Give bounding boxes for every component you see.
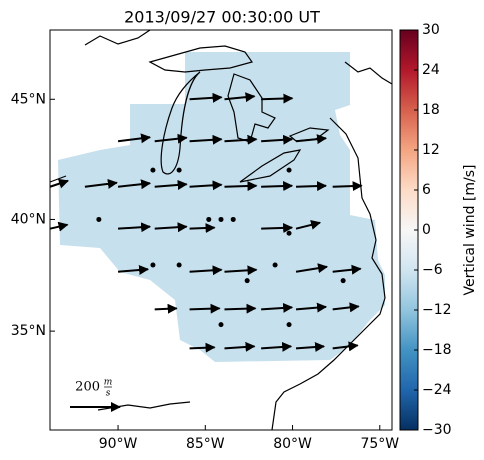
field-layer bbox=[58, 52, 385, 362]
x-tick-label: 75°W bbox=[360, 436, 399, 452]
wind-vector bbox=[189, 265, 223, 276]
wind-vector bbox=[261, 341, 293, 352]
wind-vector bbox=[332, 264, 362, 275]
lake-erie bbox=[239, 149, 302, 183]
wind-vector bbox=[189, 180, 223, 191]
coastline bbox=[344, 61, 393, 85]
x-tick-label: 80°W bbox=[273, 436, 312, 452]
colorbar-tick-label: 30 bbox=[422, 22, 440, 38]
wind-vector bbox=[189, 134, 223, 145]
calm-point bbox=[340, 278, 346, 284]
calm-point bbox=[244, 278, 250, 284]
key-unit-num: m bbox=[104, 378, 113, 388]
calm-point bbox=[286, 167, 292, 173]
coastline bbox=[84, 29, 151, 46]
wind-vector bbox=[295, 263, 329, 274]
y-tick-label: 45°N bbox=[11, 91, 46, 107]
wind-vector bbox=[117, 265, 150, 275]
wind-vector bbox=[295, 341, 326, 352]
wind-vector bbox=[224, 134, 258, 145]
colorbar-tick-label: 24 bbox=[422, 62, 440, 78]
wind-vector bbox=[154, 303, 178, 314]
field-region bbox=[58, 52, 385, 362]
calm-point bbox=[176, 167, 182, 173]
colorbar-tick-label: −6 bbox=[422, 262, 443, 278]
colorbar-tick-label: −12 bbox=[422, 302, 452, 318]
colorbar-label: Vertical wind [m/s] bbox=[462, 165, 478, 296]
calm-point bbox=[286, 322, 292, 328]
wind-vector bbox=[224, 341, 256, 352]
wind-vector bbox=[224, 265, 258, 276]
colorbar-tick-label: 6 bbox=[422, 182, 431, 198]
calm-point bbox=[286, 230, 292, 236]
wind-vector bbox=[117, 133, 152, 144]
calm-point bbox=[218, 216, 224, 222]
wind-vector bbox=[295, 134, 328, 145]
wind-vector bbox=[224, 303, 257, 314]
wind-vector bbox=[332, 341, 359, 352]
colorbar-tick-label: −24 bbox=[422, 382, 452, 398]
wind-vector bbox=[189, 92, 223, 103]
wind-vector bbox=[49, 178, 69, 189]
colorbar-tick-label: 12 bbox=[422, 142, 440, 158]
map-frame bbox=[49, 29, 393, 431]
wind-vector bbox=[189, 223, 216, 234]
wind-vector bbox=[295, 181, 328, 192]
wind-vector bbox=[189, 342, 216, 353]
lake-michigan bbox=[160, 71, 201, 175]
wind-vector bbox=[189, 303, 221, 314]
lake-huron bbox=[227, 73, 276, 143]
map-title: 2013/09/27 00:30:00 UT bbox=[124, 8, 320, 27]
calm-point bbox=[206, 216, 212, 222]
wind-vector bbox=[261, 181, 294, 192]
wind-vector bbox=[295, 302, 328, 313]
wind-vector bbox=[332, 302, 360, 313]
key-unit-den: s bbox=[106, 389, 111, 399]
wind-vector bbox=[49, 221, 69, 232]
x-tick-label: 85°W bbox=[186, 436, 225, 452]
wind-vector bbox=[261, 134, 294, 145]
colorbar-tick-label: 0 bbox=[422, 222, 431, 238]
lake-superior bbox=[148, 45, 253, 73]
wind-vector bbox=[117, 179, 152, 190]
calm-point bbox=[150, 167, 156, 173]
wind-vector bbox=[224, 181, 258, 192]
wind-vector bbox=[295, 220, 322, 230]
wind-vector bbox=[261, 302, 294, 313]
wind-vector bbox=[154, 179, 188, 190]
vector-layer bbox=[49, 92, 363, 353]
calm-point bbox=[218, 322, 224, 328]
wind-vector bbox=[224, 92, 256, 103]
y-tick-label: 35°N bbox=[11, 323, 46, 339]
x-tick-label: 90°W bbox=[99, 436, 138, 452]
wind-vector bbox=[154, 133, 188, 144]
colorbar-tick-label: −30 bbox=[422, 422, 452, 438]
wind-vector bbox=[154, 222, 188, 233]
wind-vector bbox=[332, 181, 363, 192]
east-coast bbox=[271, 117, 386, 431]
key-label: 200 bbox=[75, 380, 100, 395]
calm-point bbox=[272, 262, 278, 268]
calm-point bbox=[230, 216, 236, 222]
calm-point bbox=[176, 262, 182, 268]
colorbar-tick-label: −18 bbox=[422, 342, 452, 358]
wind-vector bbox=[84, 178, 118, 189]
calm-point bbox=[96, 216, 102, 222]
wind-vector bbox=[261, 93, 294, 104]
colorbar-tick-label: 18 bbox=[422, 102, 440, 118]
wind-vector bbox=[261, 222, 294, 233]
y-tick-label: 40°N bbox=[11, 211, 46, 227]
calm-point bbox=[150, 262, 156, 268]
wind-vector bbox=[117, 222, 152, 233]
